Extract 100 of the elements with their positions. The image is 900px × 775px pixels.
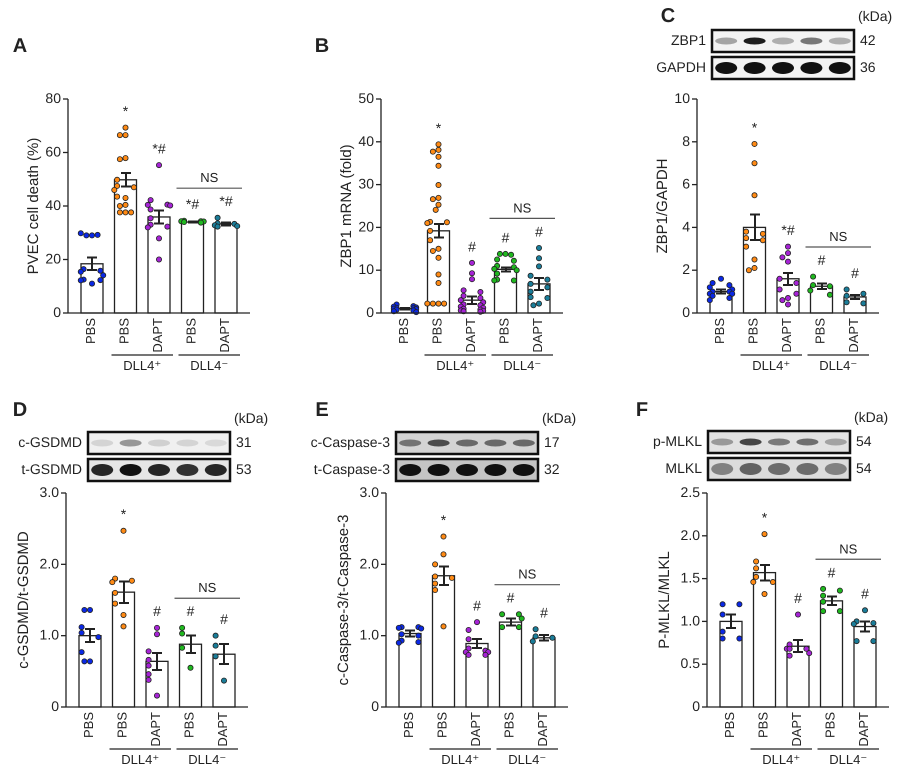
text: MLKL (665, 460, 702, 476)
text: DLL4⁻ (829, 752, 868, 767)
annotation: # (153, 602, 162, 619)
x-tick-label: PBS (822, 712, 838, 738)
annotation: # (851, 264, 860, 281)
text: DLL4⁺ (762, 752, 800, 767)
chart-title: D (12, 399, 28, 421)
annotation: NS (839, 541, 858, 556)
text: DLL4⁻ (819, 358, 858, 373)
x-tick-label: DAPT (789, 712, 804, 747)
x-tick-label: DAPT (856, 712, 872, 747)
x-tick-label: PBS (496, 318, 512, 344)
chart-title: B (314, 35, 330, 57)
y-tick-label: 10 (674, 90, 690, 106)
y-tick-label: 4 (682, 218, 690, 234)
y-tick-label: 1.5 (680, 569, 700, 586)
x-tick-label: PBS (184, 318, 199, 344)
chart-title: E (315, 399, 329, 421)
annotation: # (540, 604, 548, 620)
text: GAPDH (656, 58, 706, 75)
annotation: NS (829, 229, 848, 244)
text: 42 (860, 32, 876, 48)
annotation: # (861, 585, 870, 602)
annotation: NS (200, 170, 219, 186)
x-tick-label: PBS (434, 712, 450, 738)
chart-title: F (636, 399, 648, 421)
y-axis-title: c-GSDMD/t-GSDMD (15, 531, 32, 669)
chart-title: A (12, 35, 28, 57)
y-axis-title: P-MLKL/MLKL (656, 551, 674, 649)
y-tick-label: 0 (53, 304, 62, 320)
y-tick-label: 3.0 (40, 484, 60, 500)
y-tick-label: 0 (371, 698, 380, 714)
y-axis-title: c-Caspase-3/t-Caspase-3 (335, 514, 352, 686)
text: 36 (860, 58, 876, 75)
x-tick-label: PBS (182, 712, 197, 738)
annotation: NS (198, 580, 217, 596)
text: DLL4⁻ (508, 752, 546, 767)
text: (kDa) (542, 410, 576, 426)
text: DLL4⁻ (190, 358, 228, 373)
y-axis-title: PVEC cell death (%) (24, 138, 42, 274)
y-tick-label: 2.0 (360, 555, 380, 572)
annotation: * (440, 512, 447, 528)
text: ZBP1 (670, 32, 706, 48)
y-tick-label: 20 (358, 218, 374, 234)
annotation: * (122, 102, 129, 119)
x-tick-label: PBS (746, 318, 761, 344)
annotation: * (436, 119, 442, 136)
x-tick-label: DAPT (846, 318, 862, 353)
annotation: * (120, 506, 127, 522)
y-tick-label: 0 (51, 698, 60, 714)
annotation: # (535, 223, 544, 240)
x-tick-label: PBS (722, 712, 738, 738)
annotation: *# (186, 196, 200, 212)
annotation: # (828, 564, 836, 580)
x-tick-label: PBS (81, 712, 96, 738)
y-tick-label: 40 (45, 196, 62, 213)
y-tick-label: 3.0 (360, 484, 380, 500)
y-tick-label: 2.0 (680, 526, 700, 543)
x-tick-label: DAPT (215, 712, 230, 747)
annotation: NS (518, 566, 537, 582)
annotation: # (220, 610, 228, 627)
y-tick-label: 0 (692, 698, 700, 714)
x-tick-label: DAPT (150, 318, 166, 353)
x-tick-label: PBS (116, 318, 132, 344)
text: DLL4⁺ (436, 358, 474, 373)
text: 31 (236, 434, 252, 450)
y-tick-label: 20 (45, 250, 62, 266)
x-tick-label: DAPT (779, 318, 794, 353)
annotation: # (186, 602, 195, 619)
y-axis-title: ZBP1/GAPDH (654, 158, 671, 254)
annotation: # (502, 229, 510, 246)
x-tick-label: PBS (756, 712, 771, 738)
text: DLL4⁻ (188, 752, 226, 767)
annotation: * (762, 509, 768, 526)
text: t-GSDMD (21, 460, 82, 477)
y-tick-label: 1.0 (40, 626, 60, 642)
chart-title: C (660, 5, 676, 27)
y-tick-label: 2.0 (40, 555, 60, 572)
y-tick-label: 40 (358, 132, 374, 149)
text: (kDa) (858, 8, 892, 24)
annotation: * (752, 119, 758, 136)
x-tick-label: DAPT (217, 318, 232, 353)
y-tick-label: 60 (45, 143, 62, 160)
x-tick-label: PBS (396, 318, 412, 344)
annotation: NS (513, 200, 532, 216)
y-tick-label: 10 (358, 260, 374, 277)
y-tick-label: 0.5 (680, 654, 700, 671)
annotation: # (818, 252, 826, 268)
text: t-Caspase-3 (314, 460, 390, 477)
text: (kDa) (854, 409, 888, 425)
x-tick-label: PBS (812, 318, 828, 344)
y-tick-label: 0 (366, 304, 374, 320)
y-axis-title: ZBP1 mRNA (fold) (338, 144, 355, 268)
y-tick-label: 0 (682, 304, 690, 320)
x-tick-label: DAPT (535, 712, 550, 747)
y-tick-label: 8 (682, 132, 690, 149)
y-tick-label: 30 (358, 175, 374, 192)
x-tick-label: PBS (114, 712, 130, 738)
y-tick-label: 2.5 (680, 484, 700, 500)
y-tick-label: 6 (682, 175, 690, 192)
